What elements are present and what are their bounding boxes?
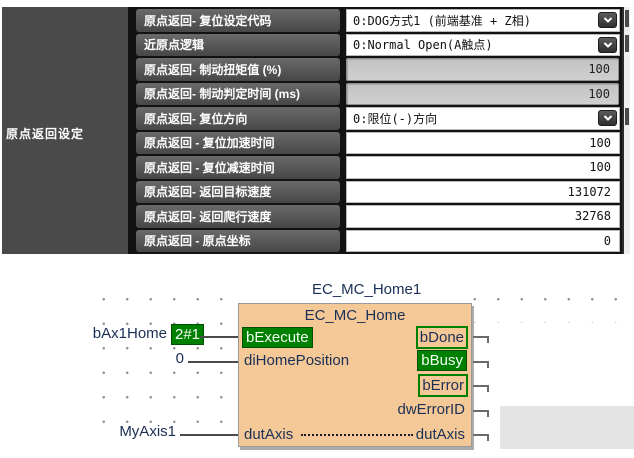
- table-row: 原点返回- 返回目标速度 131072: [136, 180, 620, 203]
- wire: [473, 361, 489, 368]
- dropdown-value: 0:限位(-)方向: [353, 111, 438, 126]
- table-row: 原点返回- 制动扭矩值 (%) 100: [136, 58, 620, 81]
- homing-settings-table: 原点返回设定 原点返回- 复位设定代码 0:DOG方式1 (前端基准 + Z相)…: [2, 7, 630, 254]
- scroll-mark: [625, 35, 629, 52]
- param-value-input[interactable]: 100: [346, 156, 620, 179]
- chevron-down-icon: [603, 17, 612, 24]
- param-label: 近原点逻辑: [136, 33, 340, 56]
- param-label: 原点返回- 复位方向: [136, 107, 340, 130]
- table-row: 原点返回- 制动判定时间 (ms) 100: [136, 82, 620, 105]
- operand-homeposition[interactable]: 0: [175, 350, 184, 367]
- param-value-input[interactable]: 0: [346, 229, 620, 252]
- fbd-editor: EC_MC_Home1 bAx1Home 2#1 0 MyAxis1 EC_MC…: [0, 256, 634, 458]
- pin-bexecute[interactable]: bExecute: [242, 327, 313, 348]
- param-label: 原点返回- 制动扭矩值 (%): [136, 58, 340, 81]
- category-cell: 原点返回设定: [2, 7, 128, 254]
- param-value-input[interactable]: 131072: [346, 180, 620, 203]
- dropdown-button[interactable]: [598, 12, 617, 29]
- dropdown-button[interactable]: [598, 36, 617, 53]
- operand-bax1home[interactable]: bAx1Home: [92, 325, 167, 342]
- param-label: 原点返回- 复位设定代码: [136, 9, 340, 32]
- param-label: 原点返回 - 复位加速时间: [136, 131, 340, 154]
- wire: [473, 385, 489, 392]
- gray-panel: [500, 406, 634, 449]
- dutaxis-dashed-wire: [301, 434, 413, 436]
- table-row: 原点返回- 复位方向 0:限位(-)方向: [136, 107, 620, 130]
- param-dropdown[interactable]: 0:限位(-)方向: [346, 107, 620, 130]
- param-dropdown[interactable]: 0:Normal Open(A触点): [346, 33, 620, 56]
- pin-dwerrorid[interactable]: dwErrorID: [397, 401, 465, 418]
- fb-block[interactable]: EC_MC_Home bExecute diHomePosition dutAx…: [238, 303, 472, 447]
- pin-dutaxis-out[interactable]: dutAxis: [415, 426, 465, 443]
- operand-myaxis1[interactable]: MyAxis1: [119, 423, 176, 440]
- table-row: 原点返回 - 复位加速时间 100: [136, 131, 620, 154]
- param-label: 原点返回 - 复位减速时间: [136, 156, 340, 179]
- operand-value-2x1[interactable]: 2#1: [171, 324, 205, 345]
- pin-dutaxis-in[interactable]: dutAxis: [244, 426, 294, 443]
- table-row: 原点返回- 返回爬行速度 32768: [136, 205, 620, 228]
- wire: [188, 361, 238, 363]
- wire: [473, 410, 489, 417]
- pin-berror[interactable]: bError: [418, 374, 468, 397]
- param-label: 原点返回- 返回目标速度: [136, 180, 340, 203]
- param-value-disabled: 100: [346, 82, 619, 105]
- table-row: 近原点逻辑 0:Normal Open(A触点): [136, 33, 620, 56]
- fb-type-name: EC_MC_Home: [304, 307, 406, 324]
- table-row: 原点返回 - 原点坐标 0: [136, 229, 620, 252]
- wire: [180, 434, 238, 436]
- param-dropdown[interactable]: 0:DOG方式1 (前端基准 + Z相): [346, 9, 620, 32]
- pin-bbusy[interactable]: bBusy: [417, 350, 467, 371]
- category-label: 原点返回设定: [6, 127, 85, 141]
- param-label: 原点返回 - 原点坐标: [136, 229, 340, 252]
- dropdown-value: 0:DOG方式1 (前端基准 + Z相): [353, 13, 531, 28]
- param-value-input[interactable]: 100: [346, 131, 620, 154]
- pin-bdone[interactable]: bDone: [415, 326, 468, 349]
- chevron-down-icon: [603, 42, 612, 48]
- scroll-mark: [625, 10, 629, 27]
- table-row: 原点返回 - 复位减速时间 100: [136, 156, 620, 179]
- param-value-input[interactable]: 32768: [346, 205, 620, 228]
- pin-dihomeposition[interactable]: diHomePosition: [244, 352, 350, 369]
- scrollbar[interactable]: [622, 7, 630, 254]
- dropdown-value: 0:Normal Open(A触点): [353, 38, 493, 53]
- wire: [200, 336, 238, 338]
- param-label: 原点返回- 制动判定时间 (ms): [136, 82, 340, 105]
- param-label: 原点返回- 返回爬行速度: [136, 205, 340, 228]
- table-row: 原点返回- 复位设定代码 0:DOG方式1 (前端基准 + Z相): [136, 9, 620, 32]
- wire: [473, 434, 489, 441]
- param-value-disabled: 100: [346, 58, 619, 81]
- grid-dots: [455, 281, 634, 323]
- wire: [473, 336, 489, 343]
- fb-instance-name[interactable]: EC_MC_Home1: [312, 281, 422, 298]
- dropdown-button[interactable]: [598, 110, 617, 127]
- chevron-down-icon: [603, 115, 612, 122]
- scroll-mark: [625, 108, 629, 125]
- settings-rows: 原点返回- 复位设定代码 0:DOG方式1 (前端基准 + Z相) 近原点逻辑 …: [136, 7, 620, 254]
